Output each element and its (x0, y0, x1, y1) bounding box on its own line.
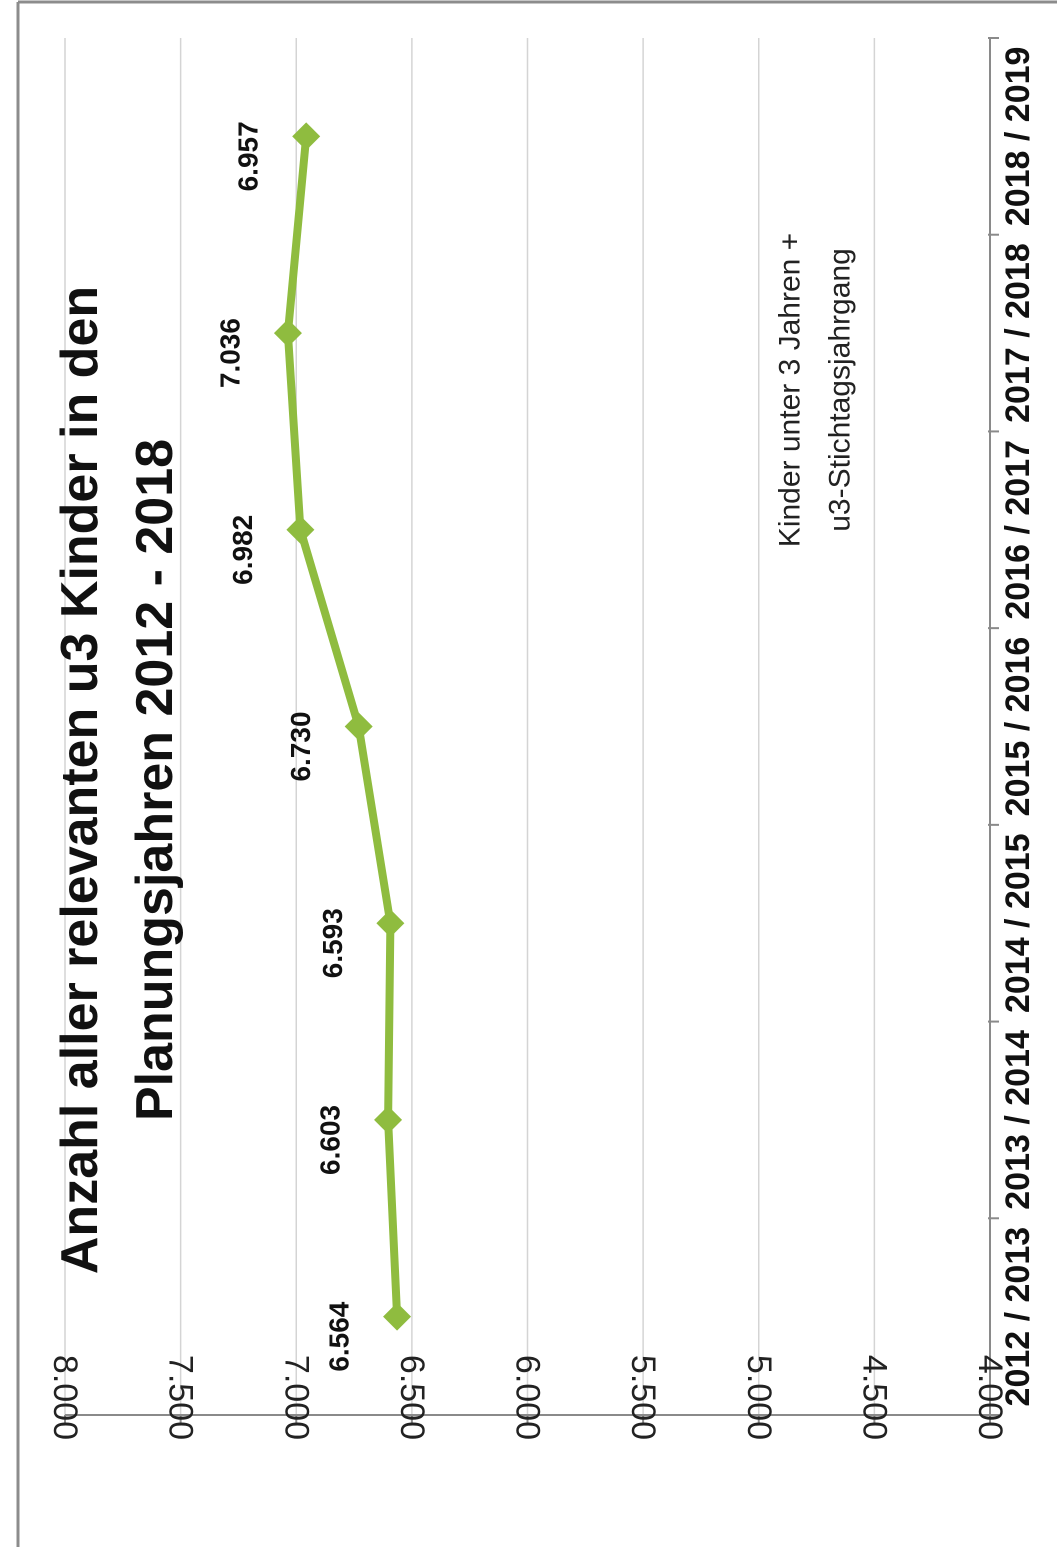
chart-title-line: Anzahl aller relevanten u3 Kinder in den (51, 286, 109, 1274)
axes (64, 37, 999, 1424)
series-name-label: Kinder unter 3 Jahren + u3-Stichtagsjahrg… (774, 233, 857, 547)
x-tick-label: 2012 / 2013 (999, 1227, 1037, 1407)
y-tick-label: 6.500 (393, 1355, 431, 1440)
category-axis-tick-labels: 2012 / 2013 2013 / 2014 2014 / 2015 2015 / … (999, 47, 1037, 1407)
x-tick-label: 2018 / 2019 (999, 47, 1037, 227)
data-point-marker (374, 1105, 403, 1134)
x-tick-label: 2016 / 2017 (999, 440, 1037, 620)
data-label: 6.982 (227, 515, 258, 585)
data-point-marker (286, 515, 315, 544)
x-tick-label: 2014 / 2015 (999, 833, 1037, 1013)
data-label: 6.603 (315, 1105, 346, 1175)
data-label: 7.036 (214, 318, 245, 388)
y-tick-label: 4.500 (855, 1355, 893, 1440)
y-tick-label: 5.000 (740, 1355, 778, 1440)
data-label: 6.564 (324, 1301, 355, 1371)
data-point-marker (376, 909, 405, 938)
data-label: 6.957 (233, 121, 264, 191)
series-markers (273, 122, 412, 1331)
data-point-marker (344, 712, 373, 741)
y-tick-label: 7.000 (277, 1355, 315, 1440)
y-tick-label: 5.500 (624, 1355, 662, 1440)
data-point-marker (273, 319, 302, 348)
x-tick-label: 2015 / 2016 (999, 637, 1037, 817)
y-tick-label: 8.000 (46, 1355, 84, 1440)
data-label: 6.593 (317, 908, 348, 978)
y-tick-label: 7.500 (162, 1355, 200, 1440)
value-axis-tick-labels: 4.000 4.500 5.000 5.500 6.000 6.500 7.000 7.500… (46, 1355, 1009, 1440)
chart-border (16, 0, 1057, 1547)
chart-title-line: Planungsjahren 2012 - 2018 (126, 439, 184, 1121)
data-label: 6.730 (285, 711, 316, 781)
data-labels: 6.564 6.603 6.593 6.730 6.982 7.036 6.957 (214, 121, 354, 1371)
y-tick-label: 6.000 (509, 1355, 547, 1440)
series-name-line: u3-Stichtagsjahrgang (824, 248, 857, 532)
series-name-line: Kinder unter 3 Jahren + (774, 233, 807, 547)
chart-title: Anzahl aller relevanten u3 Kinder in den… (51, 286, 184, 1274)
y-tick-label: 4.000 (971, 1355, 1009, 1440)
x-tick-label: 2017 / 2018 (999, 243, 1037, 423)
data-point-marker (383, 1302, 412, 1331)
data-point-marker (292, 122, 321, 151)
gridlines (64, 38, 991, 1415)
x-tick-label: 2013 / 2014 (999, 1030, 1037, 1210)
